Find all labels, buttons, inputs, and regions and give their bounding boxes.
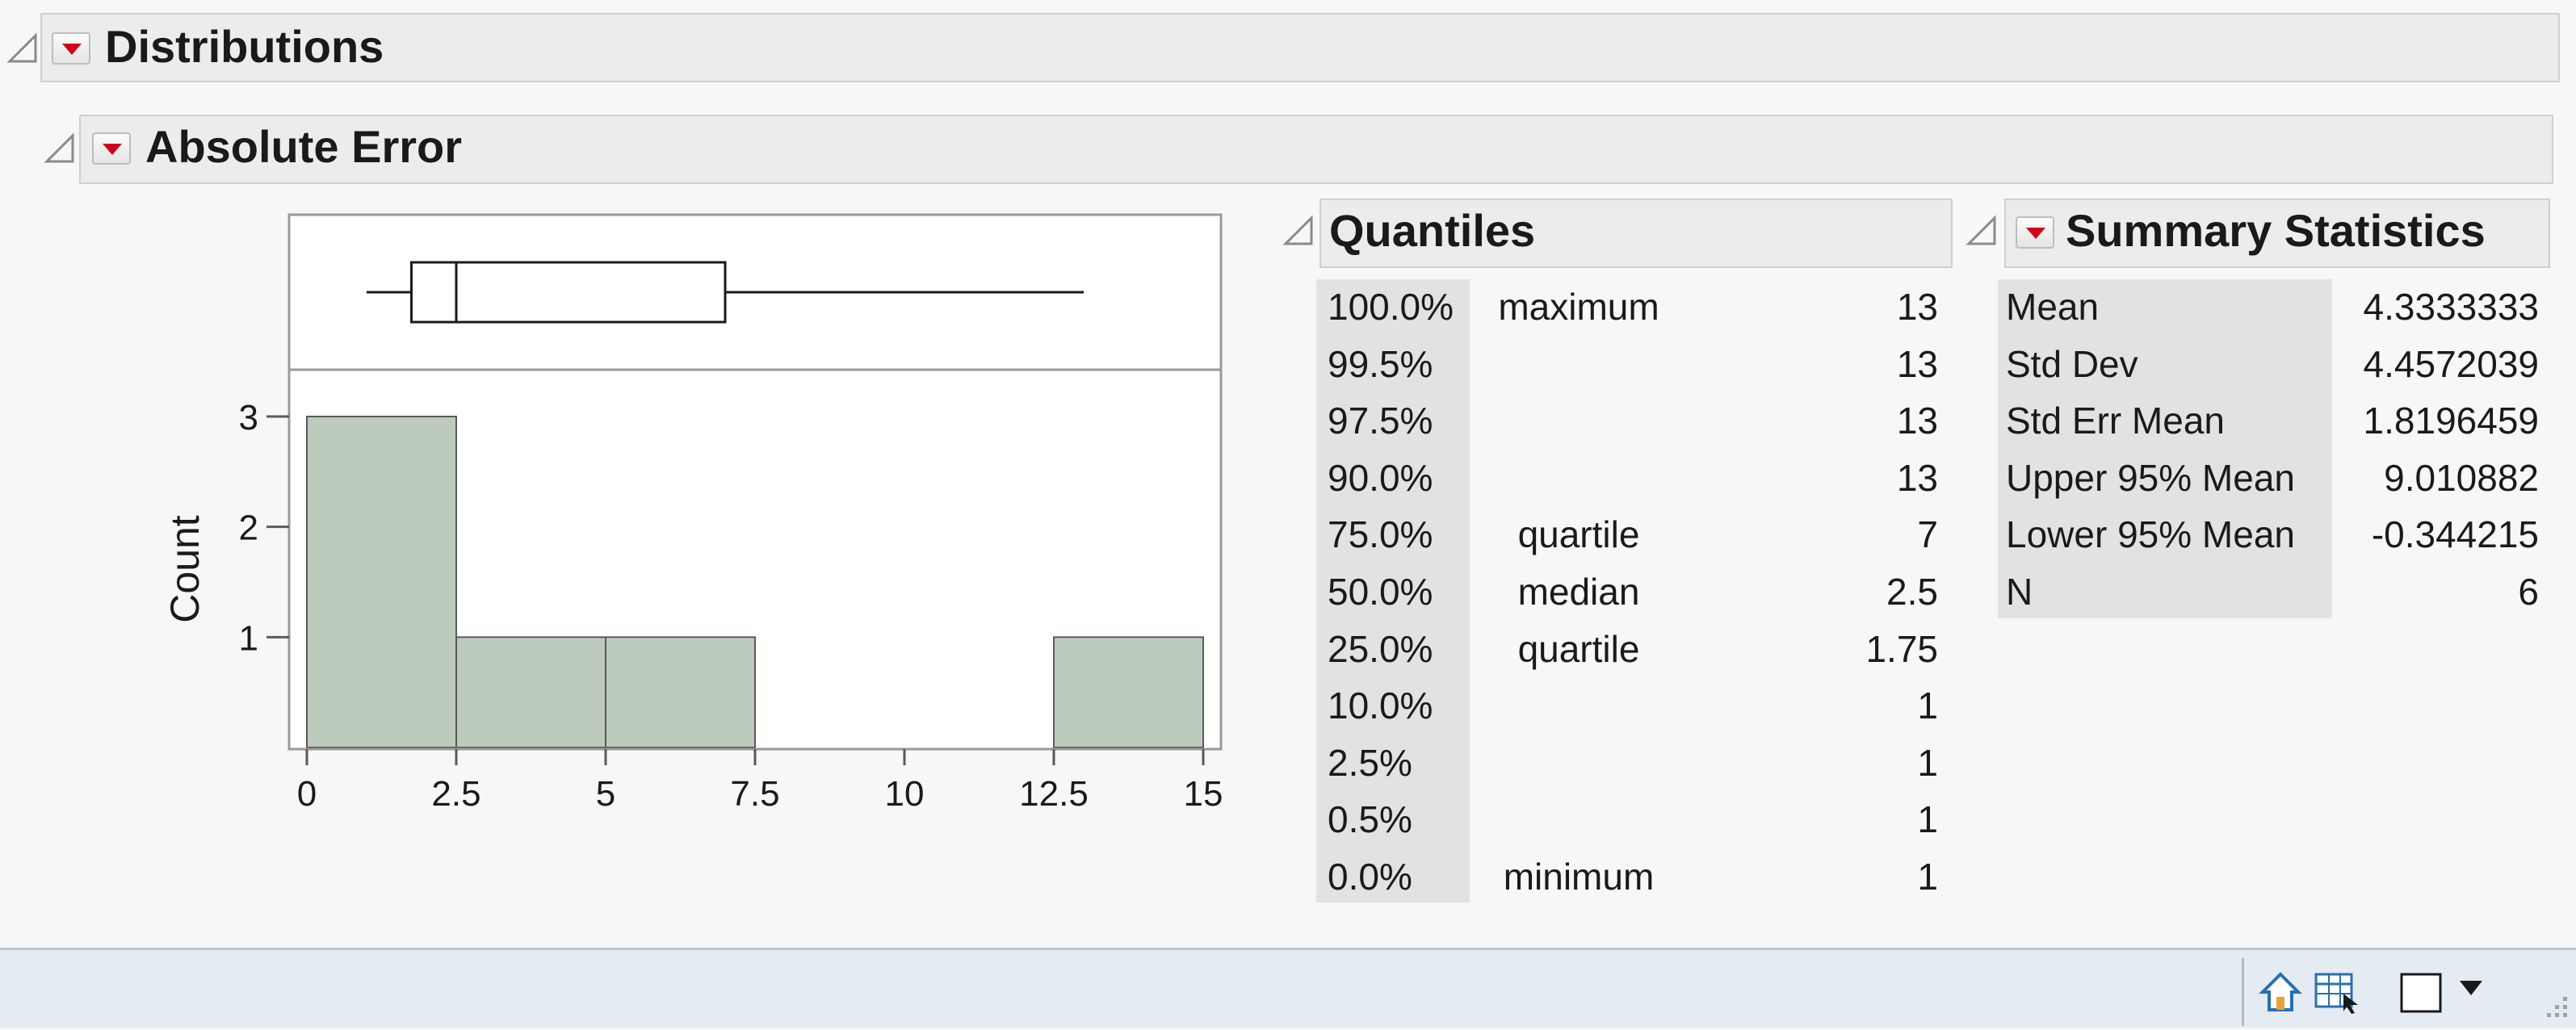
summary-stat-label: Upper 95% Mean bbox=[2006, 456, 2295, 499]
summary-title: Summary Statistics bbox=[2066, 205, 2486, 256]
summary-stat-value: 6 bbox=[2518, 571, 2539, 613]
summary-stat-value: 9.010882 bbox=[2384, 456, 2539, 499]
quantile-value: 7 bbox=[1917, 513, 1938, 556]
x-tick-label: 7.5 bbox=[730, 774, 779, 814]
x-tick-label: 5 bbox=[596, 774, 615, 814]
quantile-pct: 100.0% bbox=[1328, 286, 1454, 328]
summary-header bbox=[2004, 199, 2550, 268]
y-tick-label: 2 bbox=[239, 509, 258, 548]
summary-stat-label: Mean bbox=[2006, 286, 2100, 328]
summary-stat-label: Std Err Mean bbox=[2006, 400, 2225, 442]
status-divider bbox=[2242, 958, 2244, 1026]
quantile-pct: 97.5% bbox=[1328, 400, 1433, 442]
summary-stat-label: Lower 95% Mean bbox=[2006, 513, 2295, 556]
quantile-pct: 10.0% bbox=[1328, 685, 1433, 727]
quantile-label: median bbox=[1517, 571, 1640, 613]
quantiles-pct-column-shade bbox=[1316, 279, 1470, 902]
quantile-value: 13 bbox=[1896, 286, 1938, 328]
quantile-pct: 50.0% bbox=[1328, 571, 1433, 613]
quantiles-disclosure-icon[interactable] bbox=[1282, 215, 1315, 247]
distributions-header bbox=[40, 13, 2560, 82]
quantile-value: 1.75 bbox=[1865, 627, 1938, 670]
status-bar bbox=[0, 948, 2576, 1028]
summary-stat-value: 1.8196459 bbox=[2363, 400, 2539, 442]
section-title: Absolute Error bbox=[145, 121, 463, 172]
quantile-label: minimum bbox=[1503, 856, 1655, 898]
y-tick-label: 3 bbox=[239, 398, 258, 438]
summary-label-column-shade bbox=[1998, 279, 2332, 618]
x-tick-label: 12.5 bbox=[1019, 774, 1089, 814]
absolute-error-red-triangle-menu[interactable] bbox=[92, 132, 131, 165]
window-box-icon[interactable] bbox=[2398, 969, 2444, 1015]
quantile-label: quartile bbox=[1517, 513, 1640, 556]
quantile-label: maximum bbox=[1498, 286, 1659, 328]
quantile-value: 1 bbox=[1917, 856, 1938, 898]
quantile-value: 1 bbox=[1917, 798, 1938, 841]
y-tick-label: 1 bbox=[239, 618, 258, 658]
quantile-pct: 90.0% bbox=[1328, 456, 1433, 499]
quantile-pct: 2.5% bbox=[1328, 741, 1412, 784]
summary-stat-value: -0.344215 bbox=[2371, 513, 2539, 556]
x-tick-label: 0 bbox=[297, 774, 317, 814]
quantile-pct: 0.0% bbox=[1328, 856, 1412, 898]
resize-grip-icon[interactable] bbox=[2536, 990, 2571, 1026]
quantile-pct: 25.0% bbox=[1328, 627, 1433, 670]
summary-stat-label: N bbox=[2006, 571, 2033, 613]
distributions-disclosure-icon[interactable] bbox=[6, 32, 39, 65]
histogram-bar bbox=[306, 416, 457, 748]
histogram-bar bbox=[455, 636, 606, 748]
quantile-value: 13 bbox=[1896, 342, 1938, 385]
table-select-icon[interactable] bbox=[2313, 969, 2361, 1015]
page-title: Distributions bbox=[105, 21, 384, 72]
quantile-pct: 0.5% bbox=[1328, 798, 1412, 841]
histogram-chart: 0 2.5 5 7.5 10 12.5 15 1 2 3 Count bbox=[162, 213, 1223, 814]
quantile-value: 2.5 bbox=[1886, 571, 1938, 613]
y-axis-label: Count bbox=[162, 515, 208, 623]
x-tick-label: 10 bbox=[885, 774, 925, 814]
quantile-pct: 99.5% bbox=[1328, 342, 1433, 385]
quantile-label: quartile bbox=[1517, 627, 1640, 670]
quantile-pct: 75.0% bbox=[1328, 513, 1433, 556]
quantile-value: 13 bbox=[1896, 400, 1938, 442]
home-icon[interactable] bbox=[2258, 969, 2303, 1015]
absolute-error-disclosure-icon[interactable] bbox=[44, 132, 76, 165]
summary-stat-value: 4.4572039 bbox=[2363, 342, 2539, 385]
x-tick-label: 2.5 bbox=[431, 774, 480, 814]
boxplot-box bbox=[410, 261, 727, 324]
histogram-bar bbox=[605, 636, 756, 748]
quantile-value: 13 bbox=[1896, 456, 1938, 499]
quantile-value: 1 bbox=[1917, 741, 1938, 784]
summary-stat-label: Std Dev bbox=[2006, 342, 2138, 385]
summary-stat-value: 4.3333333 bbox=[2363, 286, 2539, 328]
quantiles-title: Quantiles bbox=[1329, 205, 1536, 256]
absolute-error-header bbox=[79, 115, 2553, 184]
x-tick-label: 15 bbox=[1184, 774, 1223, 814]
summary-red-triangle-menu[interactable] bbox=[2016, 216, 2054, 249]
distributions-red-triangle-menu[interactable] bbox=[52, 32, 90, 65]
summary-disclosure-icon[interactable] bbox=[1966, 215, 1998, 247]
dropdown-arrow-icon[interactable] bbox=[2455, 974, 2487, 1007]
histogram-bar bbox=[1053, 636, 1204, 748]
quantile-value: 1 bbox=[1917, 685, 1938, 727]
quantiles-header bbox=[1319, 199, 1953, 268]
